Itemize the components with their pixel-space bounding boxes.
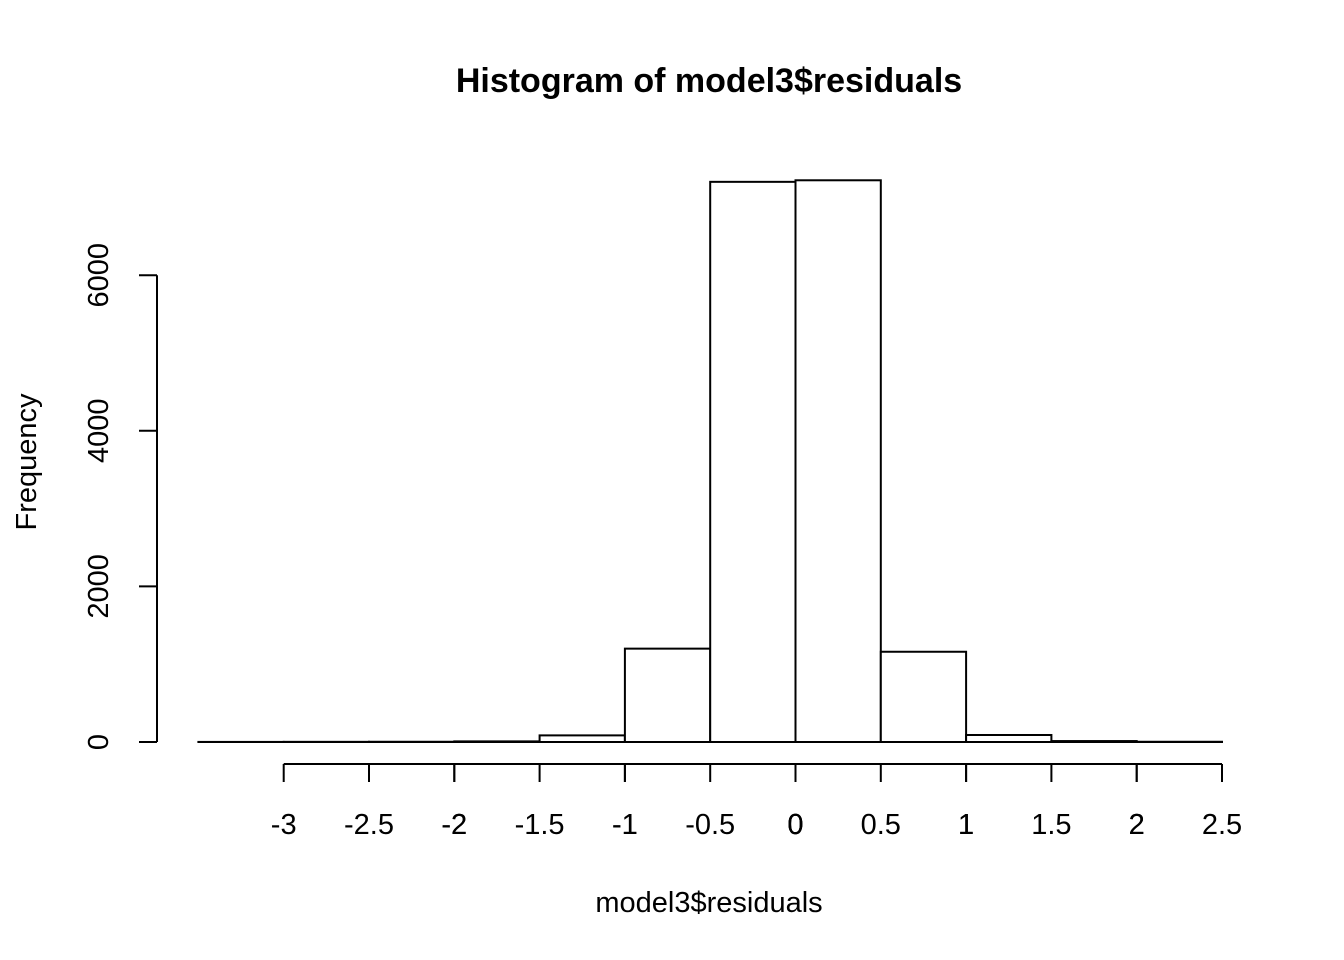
x-tick-label-1-0: -2 <box>441 809 467 841</box>
x-tick-label-0-5: -0.5 <box>685 809 735 841</box>
x-axis-label: model3$residuals <box>595 887 822 919</box>
y-tick-label-2: 4000 <box>83 399 115 464</box>
y-tick-label-1: 2000 <box>83 554 115 619</box>
x-tick-label-1-3: 1 <box>958 809 974 841</box>
x-tick-label-0-6: 0 <box>787 809 803 841</box>
bars-group <box>197 179 1223 744</box>
x-tick-label-1-4: 2 <box>1129 809 1145 841</box>
histogram-bar-5 <box>623 647 712 744</box>
x-tick-label-1-1: -1 <box>612 809 638 841</box>
x-tick-label-0-7: 0.5 <box>861 809 901 841</box>
histogram-bar-10 <box>1050 740 1138 744</box>
x-tick-label-0-11: 2.5 <box>1202 809 1242 841</box>
histogram-bar-8 <box>879 650 968 744</box>
y-axis: 0 2000 4000 6000 <box>83 243 158 750</box>
y-tick-label-0: 0 <box>83 734 115 750</box>
histogram-bar-3 <box>453 740 541 744</box>
x-tick-label-0-3: -1.5 <box>515 809 565 841</box>
y-tick-label-3: 6000 <box>83 243 115 308</box>
x-tick-label-0-0: -3 <box>271 809 297 841</box>
histogram-bar-7 <box>794 179 882 743</box>
x-tick-label-0-8: 1 <box>958 809 974 841</box>
x-axis: -3 -2.5 -2 -1.5 -1 -0.5 0 0.5 1 1.5 2 2.5-2 -1 0 1 20 <box>271 763 1242 841</box>
x-tick-label-1-2: 0 <box>787 809 803 841</box>
x-tick-label-0-10: 2 <box>1129 809 1145 841</box>
x-tick-label-0-9: 1.5 <box>1031 809 1071 841</box>
x-tick-label-2-0: 0 <box>787 809 803 841</box>
x-tick-label-0-4: -1 <box>612 809 638 841</box>
x-tick-label-0-1: -2.5 <box>344 809 394 841</box>
histogram-bar-6 <box>709 180 797 743</box>
histogram-bar-4 <box>538 734 626 744</box>
histogram-bar-9 <box>965 733 1053 743</box>
y-axis-label: Frequency <box>11 393 43 531</box>
x-tick-label-0-2: -2 <box>441 809 467 841</box>
chart-title: Histogram of model3$residuals <box>456 62 962 100</box>
